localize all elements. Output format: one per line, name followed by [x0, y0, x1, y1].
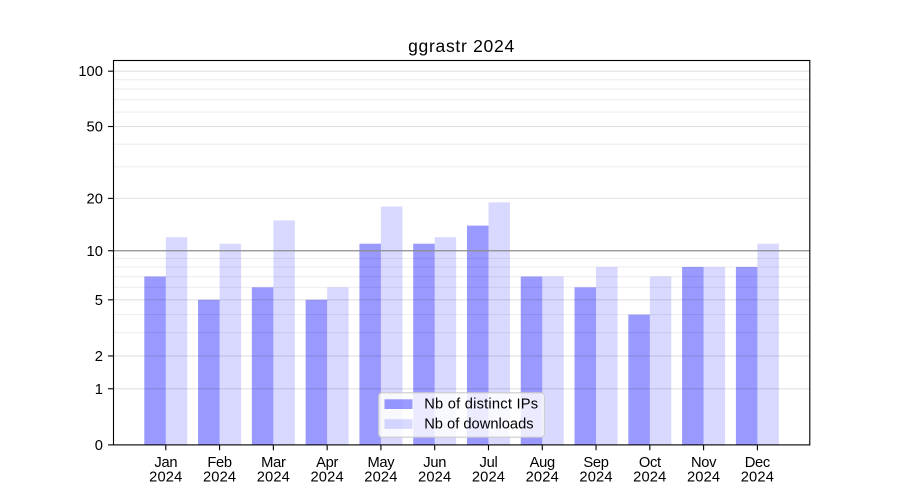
svg-text:2024: 2024 — [579, 470, 612, 486]
svg-text:Jan: Jan — [154, 455, 177, 471]
svg-text:Nov: Nov — [691, 455, 717, 471]
svg-text:Feb: Feb — [207, 455, 232, 471]
svg-text:1: 1 — [95, 382, 103, 398]
svg-text:2024: 2024 — [472, 470, 505, 486]
svg-text:Apr: Apr — [316, 455, 338, 471]
svg-text:2024: 2024 — [633, 470, 666, 486]
svg-text:2024: 2024 — [687, 470, 720, 486]
svg-text:0: 0 — [95, 438, 103, 454]
svg-text:Mar: Mar — [261, 455, 286, 471]
svg-text:2024: 2024 — [149, 470, 182, 486]
svg-text:ggrastr 2024: ggrastr 2024 — [408, 36, 515, 56]
svg-text:Nb of distinct IPs: Nb of distinct IPs — [424, 396, 538, 412]
svg-text:100: 100 — [78, 64, 103, 80]
svg-text:Dec: Dec — [745, 455, 770, 471]
svg-text:Nb of downloads: Nb of downloads — [424, 417, 533, 433]
svg-text:Jun: Jun — [423, 455, 446, 471]
svg-text:Sep: Sep — [583, 455, 608, 471]
svg-text:2: 2 — [95, 349, 103, 365]
svg-text:2024: 2024 — [364, 470, 397, 486]
svg-text:Jul: Jul — [480, 455, 498, 471]
svg-text:2024: 2024 — [526, 470, 559, 486]
svg-text:Oct: Oct — [639, 455, 661, 471]
svg-text:2024: 2024 — [418, 470, 451, 486]
svg-text:2024: 2024 — [741, 470, 774, 486]
svg-text:2024: 2024 — [310, 470, 343, 486]
svg-text:50: 50 — [87, 120, 103, 136]
svg-text:10: 10 — [87, 244, 103, 260]
svg-text:2024: 2024 — [257, 470, 290, 486]
svg-text:20: 20 — [87, 191, 103, 207]
svg-text:May: May — [367, 455, 395, 471]
svg-text:2024: 2024 — [203, 470, 236, 486]
svg-text:Aug: Aug — [530, 455, 555, 471]
svg-text:5: 5 — [95, 293, 103, 309]
